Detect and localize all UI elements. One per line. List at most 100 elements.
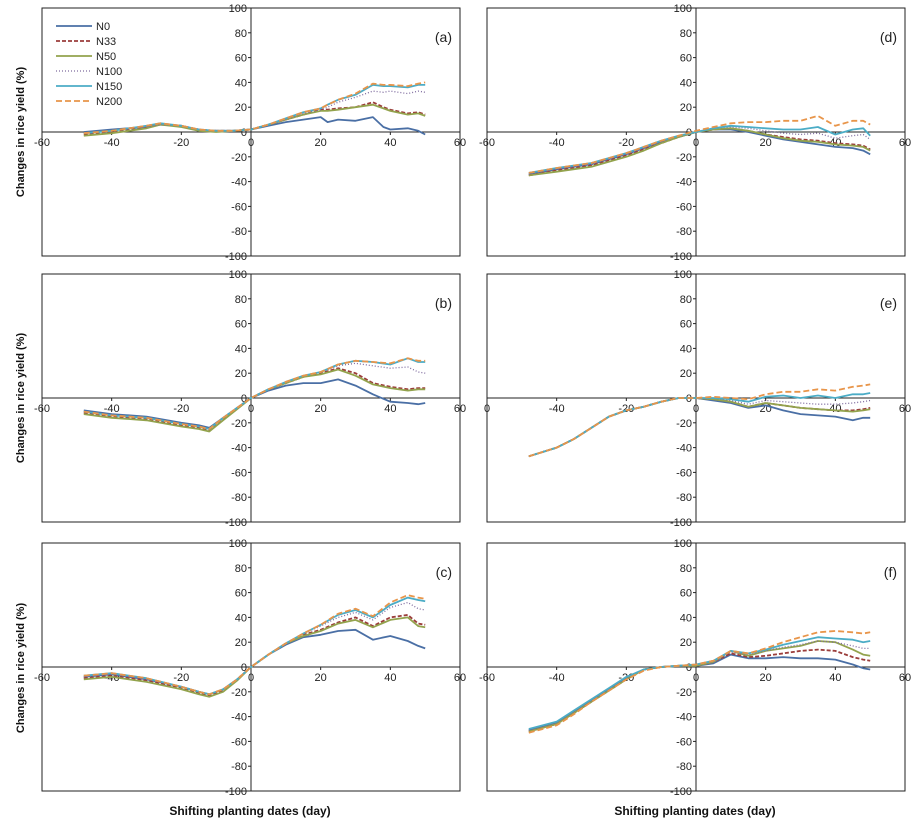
series-line-n150	[83, 84, 426, 135]
x-tick-label: 0	[484, 403, 490, 415]
y-tick-label: -100	[670, 251, 692, 263]
y-tick-label: 20	[680, 102, 692, 114]
legend-label-n50: N50	[96, 51, 116, 63]
series-line-n50	[528, 127, 871, 177]
x-tick-label: 60	[454, 672, 466, 684]
x-tick-label: -20	[173, 672, 189, 684]
series-line-n100	[528, 640, 871, 731]
x-tick-label: 60	[454, 403, 466, 415]
y-tick-label: 60	[680, 319, 692, 331]
y-tick-label: 40	[680, 77, 692, 89]
series-line-n0	[528, 653, 871, 732]
series-line-n50	[83, 616, 426, 698]
series-line-n200	[528, 383, 871, 458]
y-tick-label: -40	[231, 177, 247, 189]
y-tick-label: -80	[231, 761, 247, 773]
x-tick-label: 40	[829, 672, 841, 684]
y-tick-label: -40	[676, 177, 692, 189]
x-tick-label: 0	[693, 672, 699, 684]
y-tick-label: 60	[680, 588, 692, 600]
x-tick-label: 40	[384, 403, 396, 415]
y-tick-label: -100	[225, 251, 247, 263]
y-tick-label: -40	[676, 443, 692, 455]
x-tick-label: -40	[549, 137, 565, 149]
series-line-n100	[528, 126, 871, 175]
y-tick-label: -80	[676, 761, 692, 773]
y-tick-label: 80	[235, 28, 247, 40]
y-tick-label: -40	[231, 443, 247, 455]
x-tick-label: 0	[693, 137, 699, 149]
y-axis-label-row-3: Changes in rice yield (%)	[15, 603, 27, 734]
legend-label-n100: N100	[96, 66, 122, 78]
y-tick-label: -60	[231, 201, 247, 213]
y-axis-label-row-1: Changes in rice yield (%)	[15, 67, 27, 198]
y-tick-label: -60	[676, 467, 692, 479]
x-tick-label: -20	[173, 137, 189, 149]
x-tick-label: -40	[549, 403, 565, 415]
x-tick-label: -40	[104, 137, 120, 149]
x-tick-label: 20	[315, 137, 327, 149]
y-tick-label: 100	[229, 3, 247, 15]
x-tick-label: 0	[248, 403, 254, 415]
y-tick-label: 20	[680, 637, 692, 649]
x-tick-label: 60	[454, 137, 466, 149]
series-line-n200	[528, 115, 871, 174]
y-tick-label: 0	[241, 393, 247, 405]
y-tick-label: -60	[676, 201, 692, 213]
y-tick-label: 0	[686, 393, 692, 405]
x-tick-label: -60	[34, 672, 50, 684]
panel-label: (c)	[436, 564, 452, 580]
series-line-n0	[83, 378, 426, 429]
y-tick-label: -80	[676, 492, 692, 504]
x-tick-label: -60	[34, 403, 50, 415]
y-tick-label: -40	[676, 712, 692, 724]
y-tick-label: 20	[680, 368, 692, 380]
x-tick-label: 20	[315, 403, 327, 415]
y-tick-label: -100	[670, 517, 692, 529]
y-tick-label: 40	[235, 77, 247, 89]
series-line-n150	[528, 636, 871, 730]
y-tick-label: -100	[225, 517, 247, 529]
y-tick-label: 60	[235, 53, 247, 65]
y-tick-label: 40	[235, 343, 247, 355]
y-tick-label: 100	[674, 3, 692, 15]
series-line-n0	[83, 628, 426, 696]
y-tick-label: 0	[241, 127, 247, 139]
series-line-n150	[528, 392, 871, 458]
y-tick-label: 80	[680, 28, 692, 40]
series-line-n200	[83, 594, 426, 696]
x-tick-label: 0	[693, 403, 699, 415]
x-tick-label: -60	[479, 672, 495, 684]
y-tick-label: -60	[231, 736, 247, 748]
series-line-n0	[528, 397, 871, 458]
y-tick-label: 100	[674, 269, 692, 281]
y-tick-label: -20	[231, 152, 247, 164]
series-line-n50	[528, 640, 871, 733]
x-tick-label: -40	[104, 403, 120, 415]
x-tick-label: -20	[618, 137, 634, 149]
y-tick-label: 40	[680, 612, 692, 624]
y-tick-label: 20	[235, 368, 247, 380]
y-tick-label: -100	[225, 786, 247, 798]
panel-label: (b)	[435, 295, 452, 311]
panel-label: (a)	[435, 29, 452, 45]
series-line-n33	[528, 127, 871, 177]
legend-label-n200: N200	[96, 96, 122, 108]
y-tick-label: -80	[231, 492, 247, 504]
x-tick-label: 40	[829, 403, 841, 415]
y-tick-label: -80	[231, 226, 247, 238]
y-tick-label: -20	[676, 687, 692, 699]
y-tick-label: 100	[229, 269, 247, 281]
y-tick-label: -20	[231, 687, 247, 699]
y-tick-label: 60	[235, 319, 247, 331]
legend-label-n33: N33	[96, 36, 116, 48]
x-tick-label: 60	[899, 137, 911, 149]
legend-label-n0: N0	[96, 21, 110, 33]
y-tick-label: -80	[676, 226, 692, 238]
y-tick-label: 20	[235, 637, 247, 649]
y-tick-label: 40	[235, 612, 247, 624]
